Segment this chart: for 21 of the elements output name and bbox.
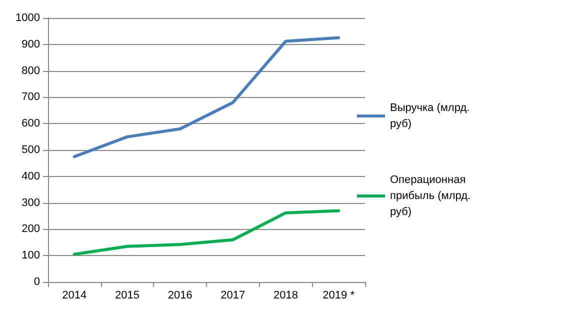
y-tick-label: 1000 xyxy=(16,12,40,24)
legend-label: Операционная прибыль (млрд. руб) xyxy=(390,174,474,218)
y-tick-label: 900 xyxy=(22,38,40,50)
x-tick-label: 2018 xyxy=(274,290,298,302)
line-series xyxy=(72,36,340,158)
x-tick-label: 2017 xyxy=(220,290,246,302)
line-series xyxy=(72,209,340,256)
y-tick-label: 0 xyxy=(34,276,40,288)
y-tick-label: 100 xyxy=(22,250,40,262)
y-tick-label: 400 xyxy=(22,170,40,182)
y-tick-label: 700 xyxy=(22,91,40,104)
x-tick-label: 2015 xyxy=(115,290,140,302)
x-tick-label: 2016 xyxy=(168,290,192,302)
y-tick-label: 200 xyxy=(22,223,40,236)
y-tick-label: 800 xyxy=(22,64,40,77)
x-tick-label: 2019 * xyxy=(322,290,356,302)
x-tick-label: 2014 xyxy=(62,290,87,302)
y-tick-label: 500 xyxy=(22,144,40,156)
y-tick-label: 300 xyxy=(22,196,40,209)
legend-label: Выручка (млрд. руб) xyxy=(390,102,473,130)
y-tick-label: 600 xyxy=(22,118,40,130)
